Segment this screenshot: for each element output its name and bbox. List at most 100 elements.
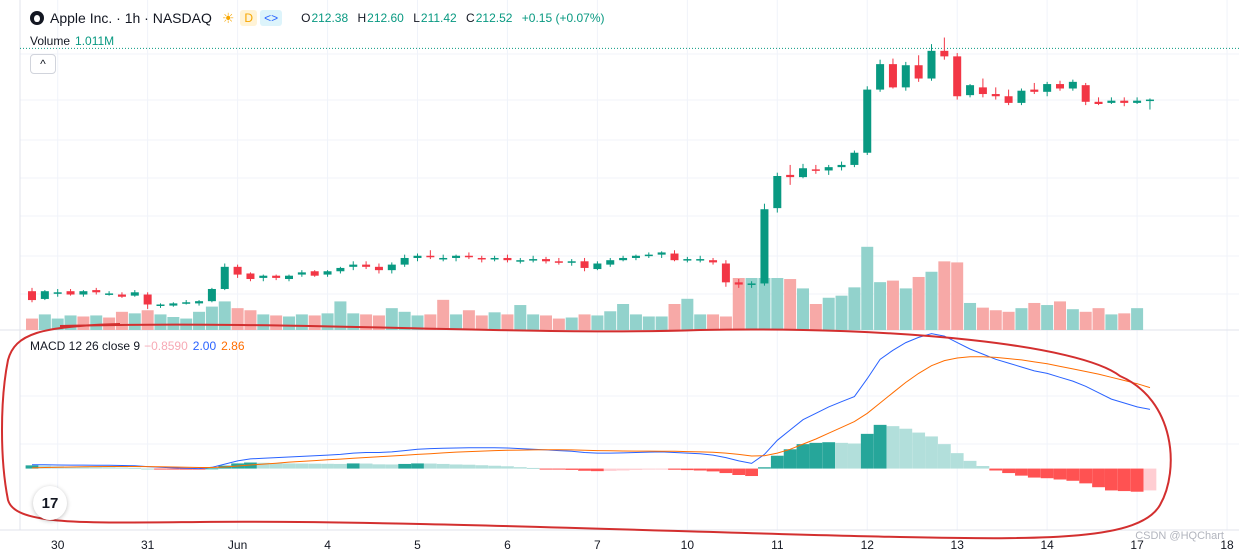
open-value: 212.38 (311, 11, 349, 25)
volume-bar-62 (822, 297, 835, 330)
volume-bar-40 (540, 315, 552, 330)
macd-hist-bar-52 (693, 468, 707, 471)
ohlc-readout: O212.38 H212.60 L211.42 C212.52 +0.15 (+… (301, 11, 610, 25)
candle-body-59 (786, 174, 795, 178)
volume-bar-38 (514, 305, 527, 330)
candle-body-63 (837, 164, 846, 168)
x-tick-label-0: 30 (51, 538, 65, 552)
macd-hist-bar-19 (269, 463, 283, 469)
candle-body-48 (644, 254, 653, 257)
macd-hist-bar-86 (1130, 468, 1144, 492)
macd-hist-bar-25 (346, 463, 360, 469)
macd-hist-bar-70 (925, 436, 938, 469)
x-tick-label-3: 4 (324, 538, 331, 552)
candle-body-83 (1094, 101, 1103, 104)
candle-body-71 (940, 50, 949, 57)
candle-body-11 (169, 303, 178, 306)
volume-bar-64 (848, 287, 861, 330)
macd-hist-bar-76 (1002, 468, 1015, 474)
macd-hist-bar-45 (603, 468, 617, 471)
volume-bar-22 (308, 315, 321, 330)
open-label: O (301, 11, 311, 25)
candle-body-32 (439, 257, 448, 260)
volume-bar-71 (938, 261, 951, 330)
volume-bar-75 (989, 310, 1002, 330)
candle-body-6 (105, 293, 114, 295)
close-label: C (466, 11, 475, 25)
red-annotation-circle (1, 323, 1172, 540)
x-tick-label-2: Jun (228, 538, 247, 552)
macd-histogram (25, 424, 1157, 492)
volume-bar-26 (360, 314, 373, 330)
candle-body-22 (310, 271, 319, 276)
macd-hist-bar-72 (950, 453, 964, 469)
code-badge[interactable]: <> (260, 10, 283, 26)
macd-hist-bar-49 (655, 468, 669, 470)
candle-body-2 (53, 292, 62, 294)
candle-body-81 (1068, 81, 1077, 89)
x-tick-label-11: 14 (1040, 538, 1054, 552)
candle-body-57 (760, 209, 769, 284)
high-value: 212.60 (367, 11, 404, 25)
symbol-title[interactable]: Apple Inc. · 1h · NASDAQ (50, 10, 212, 26)
macd-label[interactable]: MACD 12 26 close 9 (30, 339, 141, 353)
volume-value: 1.011M (75, 34, 115, 48)
candle-body-37 (503, 257, 512, 261)
volume-bar-25 (347, 313, 360, 330)
candle-body-82 (1081, 85, 1090, 102)
volume-bar-66 (874, 282, 887, 330)
close-value: 212.52 (475, 11, 513, 25)
candle-body-21 (297, 272, 306, 275)
candle-body-73 (966, 85, 975, 96)
candle-body-15 (220, 266, 229, 289)
volume-bar-67 (886, 280, 899, 330)
x-tick-label-12: 17 (1130, 538, 1144, 552)
volume-bar-7 (115, 311, 128, 330)
change-value: +0.15 (+0.07%) (521, 11, 605, 25)
low-value: 211.42 (420, 11, 457, 25)
macd-hist-bar-84 (1105, 468, 1118, 491)
volume-bar-46 (617, 304, 630, 330)
macd-hist-bar-67 (886, 426, 900, 469)
macd-hist-bar-23 (321, 463, 334, 469)
candle-body-77 (1017, 90, 1026, 103)
volume-bar-54 (719, 316, 732, 330)
macd-hist-bar-28 (385, 464, 399, 469)
volume-label[interactable]: Volume (30, 34, 71, 48)
macd-hist-bar-24 (334, 463, 347, 469)
volume-bar-48 (642, 316, 655, 330)
macd-hist-bar-39 (526, 467, 540, 469)
collapse-legend-button[interactable]: ^ (30, 54, 56, 74)
tradingview-logo-icon[interactable]: 17 (33, 486, 67, 520)
macd-hist-bar-74 (976, 466, 990, 469)
macd-hist-bar-62 (822, 442, 836, 469)
candle-body-53 (709, 260, 718, 263)
candle-body-23 (323, 271, 332, 275)
macd-hist-bar-18 (256, 462, 270, 469)
tradingview-logo-text: 17 (41, 494, 59, 512)
volume-bar-36 (488, 312, 501, 330)
volume-bar-24 (334, 301, 347, 330)
candle-body-68 (901, 65, 910, 88)
macd-hist-bar-33 (449, 464, 463, 469)
chevron-up-icon: ^ (40, 57, 46, 71)
volume-bar-84 (1105, 314, 1118, 330)
data-delay-badge[interactable]: D (240, 10, 258, 26)
time-axis[interactable]: 30 31 Jun 4 5 6 7 10 11 12 13 14 17 18 (51, 538, 1234, 552)
volume-bar-16 (231, 308, 244, 330)
candle-body-33 (452, 255, 461, 258)
candlesticks (28, 37, 1154, 309)
volume-bar-27 (372, 315, 385, 330)
candle-body-44 (593, 263, 602, 270)
volume-bar-14 (205, 306, 218, 330)
watermark: CSDN @HQChart (1135, 530, 1224, 542)
candle-body-46 (619, 257, 628, 261)
candle-body-56 (747, 283, 756, 285)
macd-hist-bar-66 (873, 424, 887, 469)
volume-bar-13 (193, 311, 206, 330)
volume-bar-73 (964, 302, 977, 330)
volume-bar-68 (899, 288, 912, 330)
macd-hist-bar-48 (642, 468, 656, 470)
candle-body-25 (349, 264, 358, 267)
